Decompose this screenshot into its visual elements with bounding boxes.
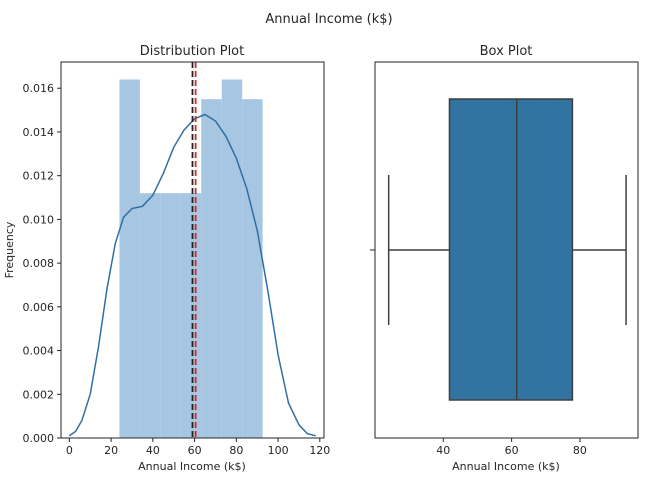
y-tick-label: 0.004 [23, 345, 55, 358]
box-plot-title: Box Plot [480, 44, 533, 59]
y-tick-label: 0.010 [23, 213, 55, 226]
distribution-x-ticks: 0 20 40 60 80 100 120 [66, 438, 330, 457]
distribution-y-ticks: 0.000 0.002 0.004 0.006 0.008 0.010 0.012 0.014… [23, 82, 61, 445]
histogram-bar [180, 193, 202, 438]
histogram-bar [242, 99, 263, 439]
x-tick-label: 40 [436, 444, 450, 457]
box-x-label: Annual Income (k$) [452, 460, 560, 473]
histogram-bar [139, 193, 161, 438]
x-tick-label: 80 [229, 444, 243, 457]
x-tick-label: 60 [188, 444, 202, 457]
x-tick-label: 60 [505, 444, 519, 457]
figure-suptitle: Annual Income (k$) [265, 12, 392, 27]
y-tick-label: 0.000 [23, 432, 55, 445]
distribution-plot-title: Distribution Plot [140, 44, 244, 59]
kde-curve [68, 113, 316, 437]
y-tick-label: 0.008 [23, 257, 55, 270]
histogram-bars [119, 79, 263, 439]
box-elements [387, 98, 627, 401]
x-tick-label: 80 [573, 444, 587, 457]
distribution-plot-frame [60, 61, 325, 439]
histogram-bar [119, 79, 140, 438]
box-iqr [448, 98, 574, 401]
x-tick-label: 20 [104, 444, 118, 457]
y-tick-label: 0.014 [23, 126, 55, 139]
histogram-bar [160, 193, 181, 438]
y-tick-label: 0.002 [23, 388, 55, 401]
distribution-plot: Distribution Plot 0 20 40 60 80 100 120 0.0000… [3, 44, 330, 473]
distribution-x-label: Annual Income (k$) [138, 460, 246, 473]
x-tick-label: 40 [146, 444, 160, 457]
y-tick-label: 0.012 [23, 170, 55, 183]
distribution-y-label: Frequency [3, 221, 16, 278]
histogram-bar [221, 79, 243, 438]
x-tick-label: 100 [268, 444, 289, 457]
box-plot: Box Plot 40 60 80 Annual Income (k$) [370, 44, 639, 473]
y-tick-label: 0.016 [23, 82, 55, 95]
histogram-bar [201, 99, 222, 439]
y-tick-label: 0.006 [23, 301, 55, 314]
x-tick-label: 120 [309, 444, 330, 457]
x-tick-label: 0 [66, 444, 73, 457]
box-x-ticks: 40 60 80 [436, 438, 587, 457]
